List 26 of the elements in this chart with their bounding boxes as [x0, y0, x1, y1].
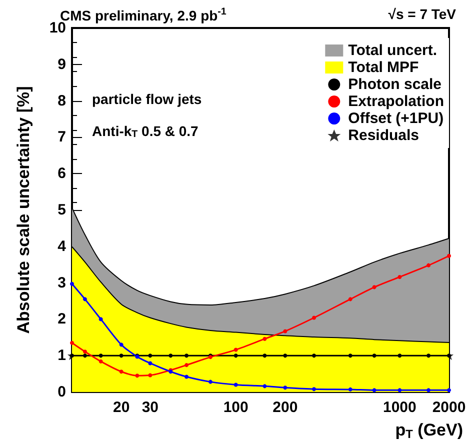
x-tick-label: 30	[142, 399, 159, 416]
legend-label: Residuals	[348, 127, 420, 144]
x-tick-label: 20	[112, 399, 130, 416]
legend-label: Extrapolation	[348, 93, 444, 110]
x-tick-label: 200	[272, 399, 298, 416]
legend-label: Total uncert.	[348, 42, 438, 59]
legend-label: Photon scale	[348, 76, 442, 93]
y-tick-label: 6	[58, 165, 66, 182]
y-tick-label: 3	[58, 274, 66, 292]
y-axis-title: Absolute scale uncertainty [%]	[14, 86, 33, 334]
x-tick-label: 2000	[432, 399, 466, 416]
y-tick-label: 2	[58, 310, 66, 328]
y-tick-label: 1	[58, 347, 66, 364]
annotation: particle flow jets	[92, 91, 202, 107]
chart-subtitle: √s = 7 TeV	[388, 6, 457, 22]
y-tick-label: 10	[49, 20, 66, 36]
x-tick-label: 1000	[382, 399, 416, 416]
y-tick-label: 8	[58, 92, 66, 110]
y-tick-label: 9	[58, 56, 66, 73]
y-tick-label: 5	[58, 202, 66, 218]
y-tick-label: 0	[58, 384, 66, 400]
legend-label: Offset (+1PU)	[348, 110, 444, 127]
y-tick-label: 4	[58, 238, 67, 255]
y-tick-label: 7	[58, 128, 66, 146]
x-tick-label: 100	[223, 399, 248, 416]
legend-label: Total MPF	[348, 59, 419, 76]
